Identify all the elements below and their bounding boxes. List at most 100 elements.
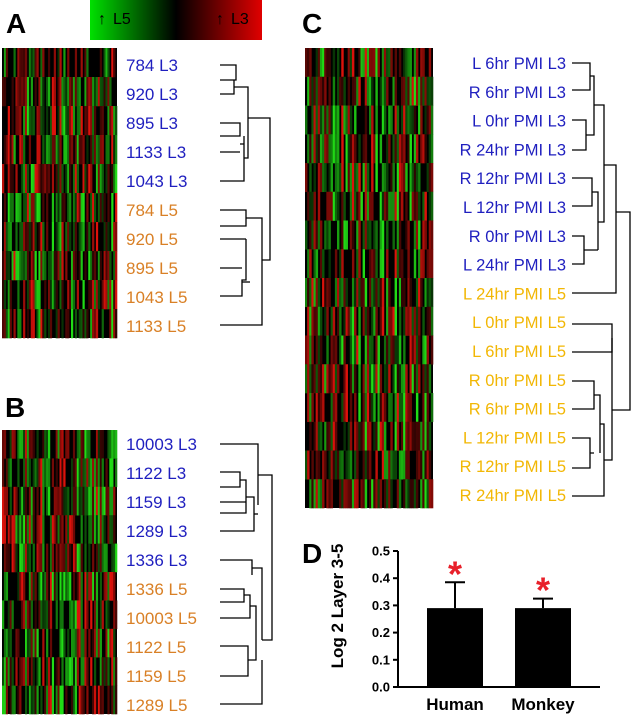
heatmap-cell: [396, 335, 400, 365]
heatmap-cell: [42, 135, 45, 165]
heatmap-cell: [72, 628, 76, 658]
heatmap-cell: [53, 280, 56, 310]
heatmap-cell: [332, 191, 336, 221]
heatmap-cell: [375, 76, 378, 106]
heatmap-cell: [349, 105, 353, 135]
heatmap-cell: [411, 76, 415, 106]
dendrogram-c: [572, 62, 631, 497]
heatmap-cell: [99, 628, 102, 658]
heatmap-cell: [19, 572, 22, 601]
heatmap-cell: [403, 76, 406, 106]
heatmap-cell: [38, 251, 41, 281]
heatmap-cell: [322, 479, 325, 509]
heatmap-cell: [375, 220, 378, 250]
heatmap-cell: [324, 364, 327, 394]
heatmap-cell: [28, 458, 32, 488]
heatmap-cell: [38, 222, 41, 252]
heatmap-cell: [313, 76, 316, 106]
heatmap-cell: [322, 105, 325, 135]
heatmap-cell: [48, 486, 51, 516]
heatmap-cell: [67, 164, 70, 194]
heatmap-cell: [430, 220, 434, 250]
heatmap-cell: [371, 364, 374, 394]
heatmap-cell: [3, 685, 7, 715]
heatmap-cell: [28, 543, 32, 573]
heatmap-cell: [30, 280, 33, 310]
heatmap-cell: [97, 543, 101, 573]
heatmap-cell: [319, 48, 323, 78]
heatmap-cell: [2, 280, 5, 310]
heatmap-cell: [424, 134, 427, 164]
heatmap-cell: [88, 164, 91, 194]
heatmap-cell: [80, 486, 83, 516]
heatmap-cell: [401, 105, 404, 135]
heatmap-cell: [405, 191, 408, 221]
heatmap-cell: [74, 309, 78, 339]
heatmap-cell: [111, 135, 114, 165]
heatmap-cell: [7, 309, 10, 339]
heatmap-cell: [99, 543, 102, 573]
heatmap-cell: [32, 486, 35, 516]
heatmap-cell: [3, 251, 7, 281]
heatmap-cell: [67, 77, 70, 107]
heatmap-cell: [71, 280, 74, 310]
heatmap-cell: [78, 135, 81, 165]
heatmap-cell: [49, 106, 53, 136]
heatmap-cell: [34, 193, 37, 223]
heatmap-cell: [36, 657, 39, 686]
heatmap-cell: [422, 335, 425, 365]
heatmap-cell: [398, 393, 402, 423]
heatmap-cell: [341, 191, 344, 221]
heatmap-cell: [15, 193, 18, 223]
heatmap-cell: [49, 309, 53, 339]
heatmap-cell: [84, 106, 87, 136]
heatmap-cell: [65, 164, 68, 194]
heatmap-cell: [388, 364, 391, 394]
heatmap-cell: [428, 421, 432, 451]
heatmap-cell: [115, 430, 118, 459]
heatmap-cell: [307, 134, 310, 164]
heatmap-cell: [366, 393, 370, 423]
heatmap-cell: [55, 193, 58, 223]
heatmap-cell: [59, 222, 62, 252]
heatmap-cell: [28, 193, 32, 223]
heatmap-cell: [40, 48, 43, 78]
heatmap-cell: [97, 251, 101, 281]
heatmap-cell: [341, 479, 344, 509]
heatmap-cell: [36, 515, 39, 544]
heatmap-cell: [51, 164, 55, 194]
heatmap-cell: [341, 393, 344, 423]
heatmap-cell: [88, 543, 91, 573]
heatmap-cell: [19, 309, 22, 339]
heatmap-cell: [101, 685, 104, 715]
heatmap-cell: [86, 458, 89, 488]
heatmap-cell: [105, 572, 108, 601]
heatmap-cell: [90, 106, 93, 136]
heatmap-cell: [107, 515, 110, 544]
heatmap-cell: [398, 249, 402, 279]
heatmap-cell: [326, 421, 329, 451]
heatmap-cell: [356, 191, 359, 221]
heatmap-cell: [396, 134, 400, 164]
heatmap-cell: [88, 106, 91, 136]
heatmap-cell: [364, 48, 368, 78]
heatmap-cell: [315, 220, 319, 250]
heatmap-cell: [403, 163, 406, 193]
heatmap-cell: [36, 135, 39, 165]
heatmap-cell: [422, 421, 425, 451]
heatmap-cell: [21, 430, 24, 459]
heatmap-cell: [430, 76, 434, 106]
heatmap-cell: [422, 48, 425, 78]
heatmap-cell: [396, 249, 400, 279]
heatmap-cell: [411, 306, 415, 336]
heatmap-cell: [362, 393, 366, 423]
heatmap-cell: [413, 134, 417, 164]
heatmap-cell: [65, 106, 68, 136]
heatmap-cell: [11, 543, 14, 573]
heatmap-cell: [97, 685, 101, 715]
heatmap-cell: [307, 450, 310, 480]
heatmap-cell: [30, 628, 33, 658]
heatmap-cell: [356, 421, 359, 451]
heatmap-cell: [430, 134, 434, 164]
heatmap-cell: [88, 486, 91, 516]
